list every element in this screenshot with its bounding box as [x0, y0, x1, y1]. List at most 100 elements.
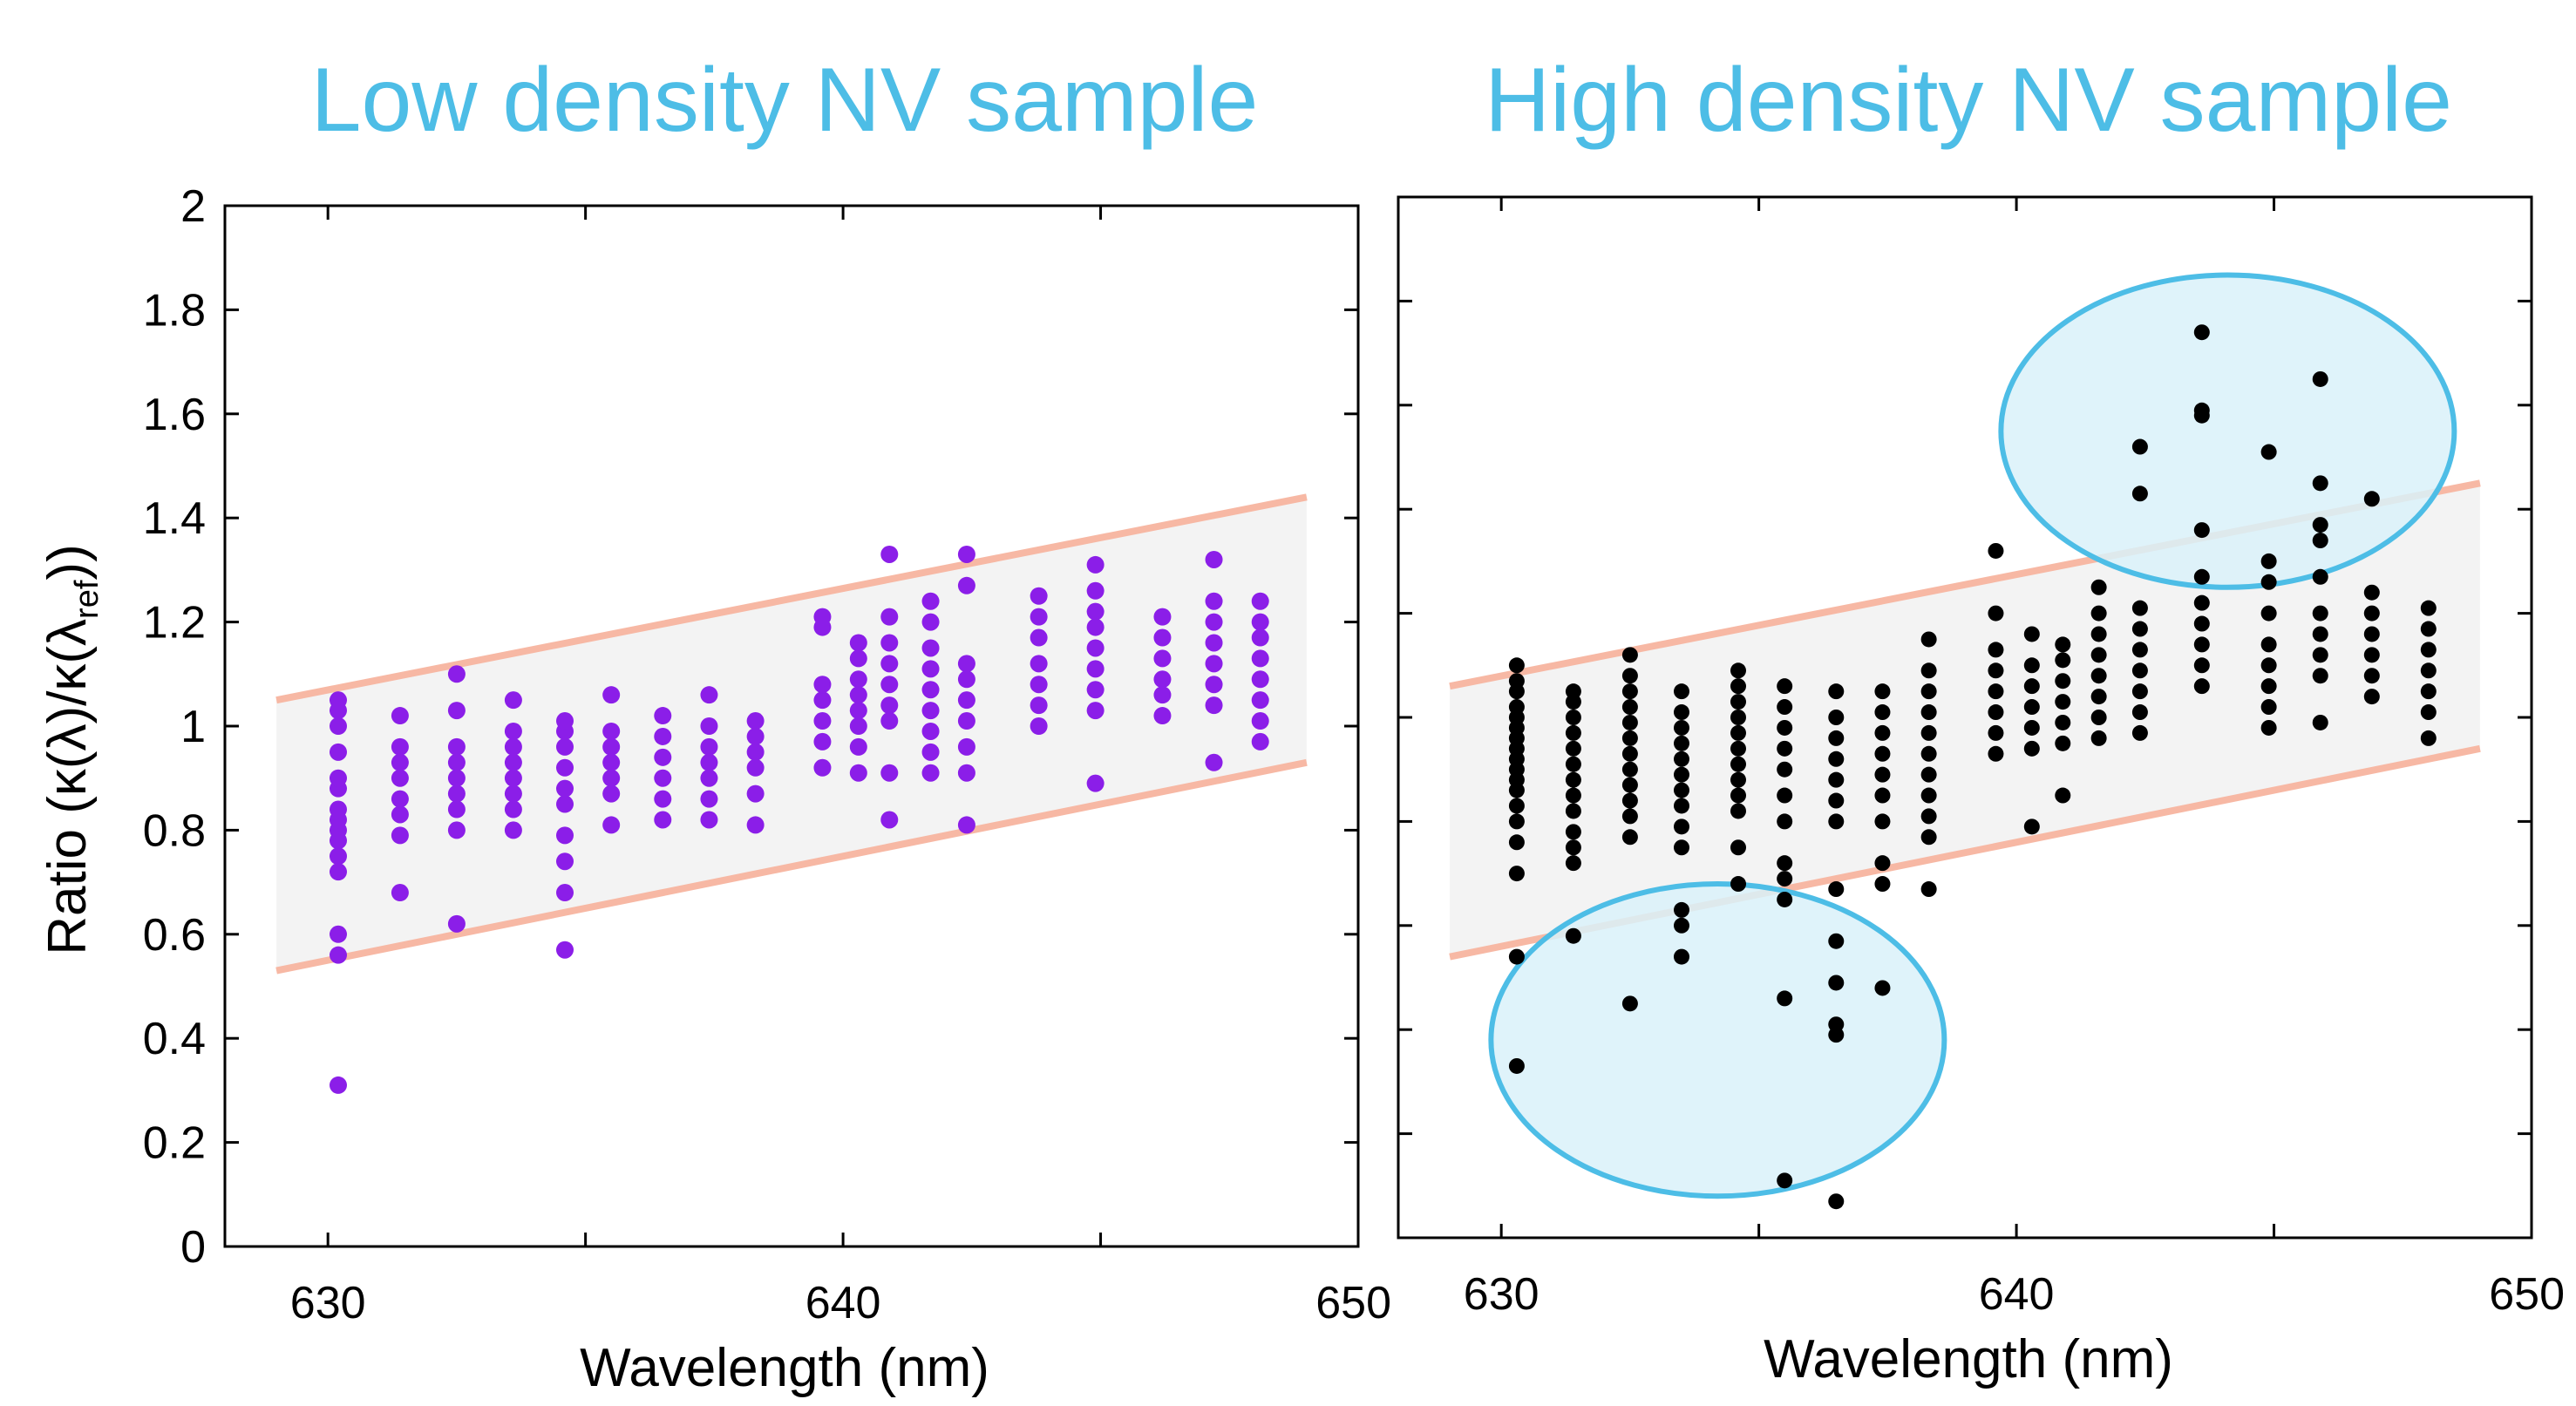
right-data-point	[1920, 787, 1937, 804]
left-data-point	[1086, 702, 1104, 720]
right-data-point	[2420, 621, 2437, 637]
right-data-point	[1874, 745, 1891, 762]
right-data-point	[2131, 724, 2148, 741]
left-data-point	[813, 712, 832, 730]
left-data-point	[1153, 670, 1172, 689]
left-data-point	[1251, 670, 1269, 689]
right-data-point	[1988, 683, 2004, 700]
left-data-point	[391, 769, 409, 787]
left-data-point	[1030, 587, 1048, 605]
y-tick-label: 0.4	[143, 1014, 206, 1064]
left-data-point	[880, 608, 899, 626]
left-data-point	[447, 785, 466, 803]
left-data-point	[556, 795, 574, 813]
right-data-point	[2363, 491, 2380, 507]
right-data-point	[1828, 1193, 1845, 1210]
right-data-point	[2312, 568, 2328, 585]
left-data-point	[813, 676, 832, 694]
right-data-point	[2420, 730, 2437, 746]
right-data-point	[1508, 699, 1525, 716]
right-data-point	[1988, 542, 2004, 559]
right-data-point	[2193, 522, 2210, 539]
left-data-point	[813, 608, 832, 626]
left-data-point	[330, 691, 347, 710]
right-data-point	[1565, 771, 1581, 788]
left-data-point	[504, 821, 522, 839]
left-data-point	[880, 696, 899, 715]
right-data-point	[1828, 771, 1845, 788]
left-data-point	[1086, 681, 1104, 699]
right-data-point	[1565, 839, 1581, 856]
right-data-point	[1988, 745, 2004, 762]
left-data-point	[700, 769, 718, 787]
right-panel-title: High density NV sample	[1485, 50, 2452, 151]
left-data-point	[1251, 649, 1269, 668]
left-data-point	[602, 753, 621, 771]
left-data-point	[447, 769, 466, 787]
left-data-point	[556, 884, 574, 902]
left-data-point	[921, 722, 940, 740]
right-data-point	[2312, 714, 2328, 730]
left-data-point	[602, 722, 621, 740]
right-data-point	[1777, 761, 1793, 778]
right-data-point	[2055, 787, 2071, 804]
left-data-point	[330, 1076, 347, 1094]
right-data-point	[1777, 813, 1793, 830]
left-data-point	[957, 737, 975, 756]
left-data-point	[921, 613, 940, 631]
right-data-point	[2260, 444, 2277, 460]
right-data-point	[2090, 647, 2107, 663]
left-data-point	[1030, 608, 1048, 626]
right-data-point	[2090, 730, 2107, 746]
right-data-point	[1730, 694, 1746, 710]
right-data-point	[2090, 689, 2107, 705]
left-data-point	[602, 769, 621, 787]
left-data-point	[391, 805, 409, 824]
left-data-point	[391, 826, 409, 845]
left-data-point	[1086, 639, 1104, 657]
left-data-point	[921, 743, 940, 761]
left-band-lower-edge	[275, 758, 1308, 975]
right-data-point	[1508, 1057, 1525, 1074]
right-data-point	[2055, 636, 2071, 653]
right-x-tick-label: 640	[1979, 1269, 2055, 1320]
right-data-point	[2193, 636, 2210, 653]
left-data-point	[1086, 660, 1104, 678]
left-data-point	[813, 732, 832, 751]
right-data-point	[1777, 891, 1793, 907]
right-data-point	[1508, 866, 1525, 882]
left-data-point	[447, 737, 466, 756]
right-data-point	[1730, 710, 1746, 725]
left-data-point	[391, 707, 409, 725]
right-data-point	[1565, 683, 1581, 700]
left-data-point	[700, 811, 718, 829]
left-data-point	[880, 811, 899, 829]
right-data-point	[1988, 704, 2004, 721]
right-data-point	[1674, 766, 1689, 783]
right-data-point	[1828, 881, 1845, 898]
right-data-point	[2131, 662, 2148, 679]
left-data-point	[602, 785, 621, 803]
left-data-point	[654, 769, 672, 787]
left-data-point	[880, 655, 899, 673]
right-data-point	[1674, 917, 1689, 934]
right-x-tick-labels: 630 640 650	[1464, 1269, 2565, 1320]
left-data-point	[700, 790, 718, 808]
left-data-point	[447, 702, 466, 720]
right-data-point	[2312, 533, 2328, 549]
right-data-point	[2055, 694, 2071, 710]
right-data-point	[1565, 855, 1581, 872]
left-data-point	[1030, 717, 1048, 735]
right-data-point	[2420, 642, 2437, 658]
left-data-point	[880, 764, 899, 782]
right-data-point	[1674, 683, 1689, 700]
left-data-point	[504, 769, 522, 787]
left-data-point	[654, 811, 672, 829]
right-data-point	[2363, 584, 2380, 601]
right-data-point	[1565, 824, 1581, 840]
right-data-point	[1777, 787, 1793, 804]
right-data-point	[2363, 605, 2380, 621]
y-tick-label: 1.4	[143, 493, 206, 544]
right-data-point	[2312, 605, 2328, 621]
right-data-point	[1621, 995, 1638, 1012]
